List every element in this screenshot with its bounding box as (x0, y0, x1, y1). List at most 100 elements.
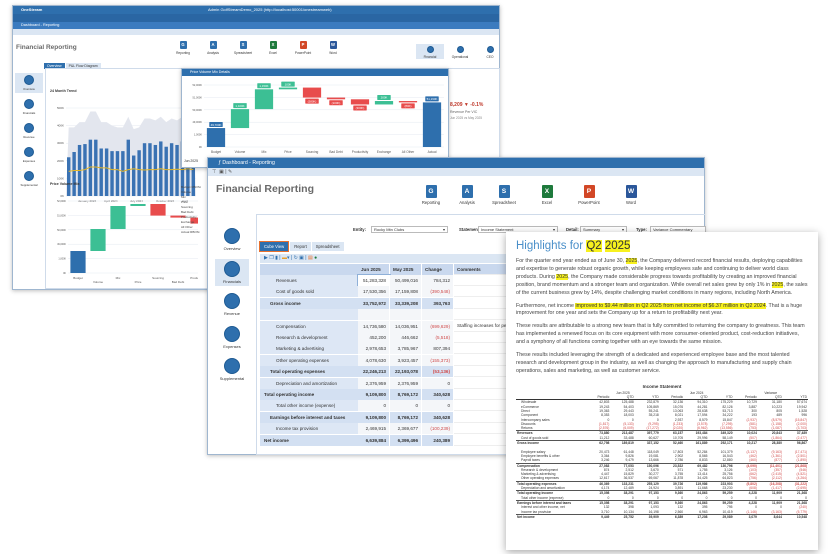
value-cell[interactable]: 393,763 (422, 297, 454, 309)
tab-spreadsheet[interactable]: Spreadsheet (311, 242, 344, 251)
side-list-item[interactable]: Mix (181, 195, 186, 199)
save-icon[interactable]: ▣ (299, 255, 304, 261)
value-cell[interactable]: 14,736,580 (358, 320, 390, 332)
view-ceo-button[interactable]: CEO (476, 44, 504, 59)
ribbon-powerpoint-button[interactable]: P PowerPoint (574, 185, 604, 205)
nav-overview[interactable]: Overview (15, 73, 43, 93)
nav-supplemental[interactable]: Supplemental (215, 356, 249, 383)
value-cell[interactable]: 8,769,172 (390, 411, 422, 423)
nav-overview[interactable]: Overview (215, 226, 249, 253)
save-icon[interactable]: ▣ (219, 169, 224, 175)
value-cell[interactable]: 50,499,016 (390, 275, 422, 286)
value-cell[interactable]: (390,548) (422, 286, 454, 298)
value-cell[interactable]: 2,376,959 (358, 377, 390, 389)
value-cell[interactable]: (5,518) (422, 332, 454, 343)
format-icon[interactable]: ▬ (281, 255, 287, 261)
tab-report[interactable]: Report (290, 242, 311, 251)
value-cell[interactable]: 446,662 (390, 332, 422, 343)
export-excel-icon[interactable]: ● (314, 255, 318, 261)
ribbon-excel-button[interactable]: X Excel (258, 41, 288, 55)
value-cell[interactable]: 51,283,328 (357, 274, 391, 287)
ribbon-word-button[interactable]: W Word (616, 185, 646, 205)
ribbon-spreadsheet-button[interactable]: S Spreadsheet (228, 41, 258, 55)
value-cell[interactable]: 452,200 (358, 332, 390, 343)
side-list-item[interactable]: Actual RBOSt (181, 230, 200, 234)
value-cell[interactable]: 807,394 (422, 343, 454, 355)
value-cell[interactable]: 17,530,356 (358, 286, 390, 298)
side-list-item[interactable]: All Other (181, 225, 193, 229)
tab-overview[interactable]: Overview (44, 63, 65, 69)
view-financial-button[interactable]: Financial (416, 44, 444, 59)
value-cell[interactable]: 0 (358, 400, 390, 412)
ribbon-powerpoint-button[interactable]: P PowerPoint (288, 41, 318, 55)
value-cell[interactable] (390, 309, 422, 321)
edit-icon[interactable]: ✎ (227, 169, 233, 175)
value-cell[interactable]: 9,109,800 (358, 411, 390, 423)
side-list-item[interactable]: Productivity (181, 215, 197, 219)
value-cell[interactable]: 0 (422, 400, 454, 412)
entity-select[interactable]: Rocky Mtn Clubs ▾ (371, 226, 448, 233)
ribbon-reporting-button[interactable]: G Reporting (168, 41, 198, 55)
value-cell[interactable]: 9,109,800 (358, 389, 390, 400)
value-cell[interactable]: 340,628 (422, 411, 454, 423)
value-cell[interactable] (358, 309, 390, 321)
value-cell[interactable]: (53,136) (422, 366, 454, 378)
value-cell[interactable]: 4,078,630 (358, 354, 390, 366)
value-cell[interactable]: 784,312 (422, 275, 454, 286)
value-cell[interactable]: 2,369,677 (390, 423, 422, 435)
value-cell[interactable]: (155,373) (422, 354, 454, 366)
value-cell[interactable]: 340,628 (422, 389, 454, 400)
nav-supplemental[interactable]: Supplemental (15, 169, 43, 189)
view-operational-button[interactable]: Operational (446, 44, 474, 59)
value-cell[interactable] (422, 309, 454, 321)
nav-financials[interactable]: Financials (15, 97, 43, 117)
column-header[interactable]: Change (422, 264, 454, 275)
value-cell[interactable]: 8,769,172 (390, 389, 422, 400)
ribbon-excel-button[interactable]: X Excel (532, 185, 562, 205)
value-cell[interactable]: (100,239) (422, 423, 454, 435)
value-cell[interactable]: 17,159,808 (390, 286, 422, 298)
side-list-item[interactable]: Exchange (181, 220, 195, 224)
side-list-item[interactable]: Sourcing (181, 205, 193, 209)
column-header[interactable]: Jun 2025 (358, 264, 390, 275)
refresh-icon[interactable]: ↻ (293, 255, 298, 261)
ribbon-analysis-button[interactable]: A Analysis (452, 185, 482, 205)
tab-cube-view[interactable]: Cube View (258, 241, 290, 252)
ribbon-analysis-button[interactable]: A Analysis (198, 41, 228, 55)
value-cell[interactable]: 3,785,967 (390, 343, 422, 355)
value-cell[interactable]: (699,629) (422, 320, 454, 332)
value-cell[interactable]: 3,923,457 (390, 354, 422, 366)
value-cell[interactable]: 6,399,496 (390, 434, 422, 446)
value-cell[interactable]: 6,639,884 (358, 434, 390, 446)
nav-financials[interactable]: Financials (215, 258, 249, 286)
nav-revenue[interactable]: Revenue (215, 291, 249, 318)
delete-icon[interactable]: ▮ (275, 255, 278, 261)
side-list-item[interactable]: Price (181, 200, 188, 204)
value-cell[interactable]: 2,469,915 (358, 423, 390, 435)
value-cell[interactable]: 0 (422, 377, 454, 389)
nav-expenses[interactable]: Expenses (215, 324, 249, 351)
popup-period[interactable]: Jun 2025 (184, 159, 198, 163)
value-cell[interactable]: 22,193,078 (390, 366, 422, 378)
value-cell[interactable]: 2,978,653 (358, 343, 390, 355)
nav-revenue[interactable]: Revenue (15, 121, 43, 141)
nav-expenses[interactable]: Expenses (15, 145, 43, 165)
side-list-item[interactable]: Budget RBOSt (181, 185, 201, 189)
ribbon-word-button[interactable]: W Word (318, 41, 348, 55)
side-list-item[interactable]: Volume (181, 190, 192, 194)
value-cell[interactable]: 240,389 (422, 434, 454, 446)
column-header[interactable]: May 2025 (390, 264, 422, 275)
value-cell[interactable]: 22,246,213 (358, 366, 390, 378)
export-pdf-icon[interactable]: ▤ (307, 255, 313, 261)
filter-icon[interactable]: ⊤ (212, 169, 217, 175)
ribbon-spreadsheet-button[interactable]: S Spreadsheet (489, 185, 519, 205)
side-list-item[interactable]: Bad Debt (181, 210, 194, 214)
tab-pl-flow[interactable]: P&L Flow Diagram (65, 63, 101, 69)
run-icon[interactable]: ▶ (264, 255, 268, 261)
value-cell[interactable]: 2,376,959 (390, 377, 422, 389)
value-cell[interactable]: 14,036,951 (390, 320, 422, 332)
value-cell[interactable]: 0 (390, 400, 422, 412)
value-cell[interactable]: 33,752,972 (358, 297, 390, 309)
ribbon-reporting-button[interactable]: G Reporting (416, 185, 446, 205)
copy-icon[interactable]: ❐ (269, 255, 274, 261)
